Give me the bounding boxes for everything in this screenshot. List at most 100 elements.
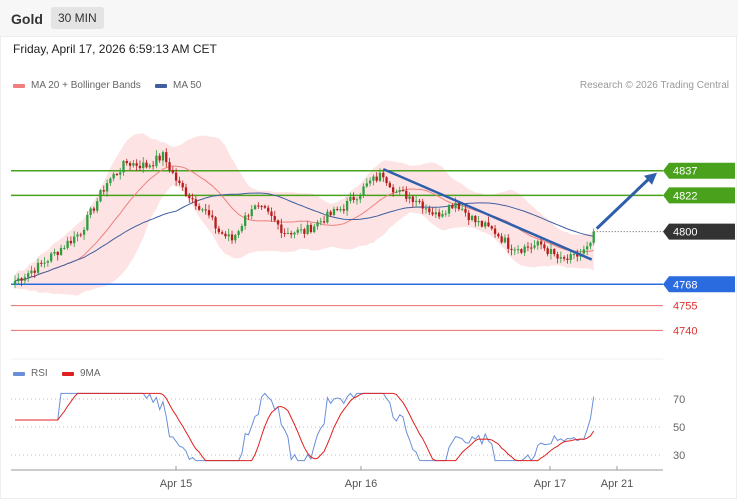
candle-body — [283, 233, 286, 235]
candle-body — [457, 202, 461, 210]
candle-body — [191, 198, 194, 200]
level-label-4822: 4822 — [673, 190, 697, 202]
bollinger-band — [15, 133, 594, 296]
candle-body — [539, 241, 543, 245]
rsi-panel: 70 50 30 — [11, 358, 685, 462]
candle-body — [490, 226, 493, 229]
candle-body — [79, 234, 82, 236]
candle-body — [158, 155, 161, 161]
candle-body — [82, 229, 86, 235]
candle-body — [43, 262, 46, 264]
candle-body — [569, 254, 572, 260]
candle-body — [174, 172, 178, 181]
candle-body — [181, 182, 184, 188]
candle-body — [362, 186, 365, 195]
candle-body — [329, 211, 332, 216]
candle-body — [332, 209, 336, 216]
candle-body — [240, 225, 244, 232]
candle-body — [543, 244, 546, 249]
candle-body — [89, 208, 92, 215]
candle-body — [326, 211, 329, 223]
candle-body — [359, 194, 362, 200]
bollinger-band-area — [15, 133, 594, 296]
candle-body — [342, 209, 345, 211]
candle-body — [184, 187, 188, 196]
candle-body — [122, 161, 125, 173]
candle-body — [273, 216, 276, 221]
candle-body — [253, 205, 257, 210]
candle-body — [585, 246, 589, 250]
candle-body — [484, 222, 487, 227]
timestamp: Friday, April 17, 2026 6:59:13 AM CET — [13, 42, 217, 56]
candle-body — [260, 205, 263, 207]
9ma-line — [15, 392, 595, 462]
candle-body — [313, 226, 316, 233]
candle-body — [230, 234, 234, 241]
interval-badge[interactable]: 30 MIN — [51, 7, 104, 29]
candle-body — [221, 232, 224, 234]
candle-body — [109, 178, 112, 184]
candle-body — [474, 215, 477, 223]
level-tag-4822 — [663, 187, 735, 204]
candle-body — [257, 205, 260, 207]
candle-body — [27, 273, 30, 278]
candle-body — [293, 232, 296, 235]
legend-ma20: MA 20 + Bollinger Bands — [13, 80, 141, 91]
candle-body — [503, 237, 507, 243]
candle-body — [125, 161, 128, 164]
x-tick-label: Apr 21 — [601, 478, 633, 490]
candle-body — [73, 236, 76, 244]
rsi-line — [15, 392, 595, 462]
candle-body — [424, 208, 428, 210]
candle-body — [345, 200, 349, 211]
candle-body — [96, 201, 99, 211]
candle-body — [365, 183, 368, 187]
candle-body — [112, 173, 115, 179]
candle-body — [513, 249, 516, 251]
ma20-swatch — [13, 83, 25, 88]
candle-body — [165, 152, 168, 163]
candle-body — [36, 262, 40, 273]
candle-body — [500, 236, 503, 243]
candle-body — [438, 212, 441, 217]
candle-body — [428, 208, 431, 213]
candle-body — [46, 261, 50, 263]
candle-body — [441, 214, 444, 217]
candle-body — [276, 220, 280, 225]
candle-body — [211, 215, 214, 218]
candle-body — [86, 214, 89, 230]
candle-body — [355, 199, 359, 201]
candle-body — [434, 212, 438, 215]
candle-body — [549, 249, 553, 255]
candle-body — [368, 180, 372, 184]
candle-body — [461, 208, 464, 210]
candles — [13, 148, 595, 289]
candle-body — [66, 240, 69, 248]
candle-body — [151, 165, 155, 167]
instrument-title: Gold — [11, 11, 43, 27]
candle-body — [385, 177, 388, 184]
candle-body — [56, 251, 59, 255]
level-tag-4768 — [663, 276, 735, 293]
candle-body — [447, 205, 451, 214]
candle-body — [516, 249, 520, 251]
candle-body — [23, 277, 27, 281]
candle-body — [319, 221, 322, 223]
candle-body — [431, 212, 434, 215]
9ma-swatch — [62, 371, 74, 376]
candle-body — [237, 231, 240, 235]
x-tick-label: Apr 15 — [160, 478, 192, 490]
candle-body — [421, 201, 424, 209]
candle-body — [234, 234, 237, 241]
candle-body — [477, 221, 480, 223]
candle-body — [339, 209, 342, 211]
candle-body — [526, 246, 530, 248]
level-tag-4800 — [663, 223, 735, 240]
candle-body — [487, 222, 490, 227]
candle-body — [50, 253, 53, 262]
candle-body — [464, 208, 467, 213]
candle-body — [299, 229, 303, 231]
candle-body — [322, 221, 326, 223]
candle-body — [316, 221, 319, 227]
candle-body — [171, 170, 174, 173]
